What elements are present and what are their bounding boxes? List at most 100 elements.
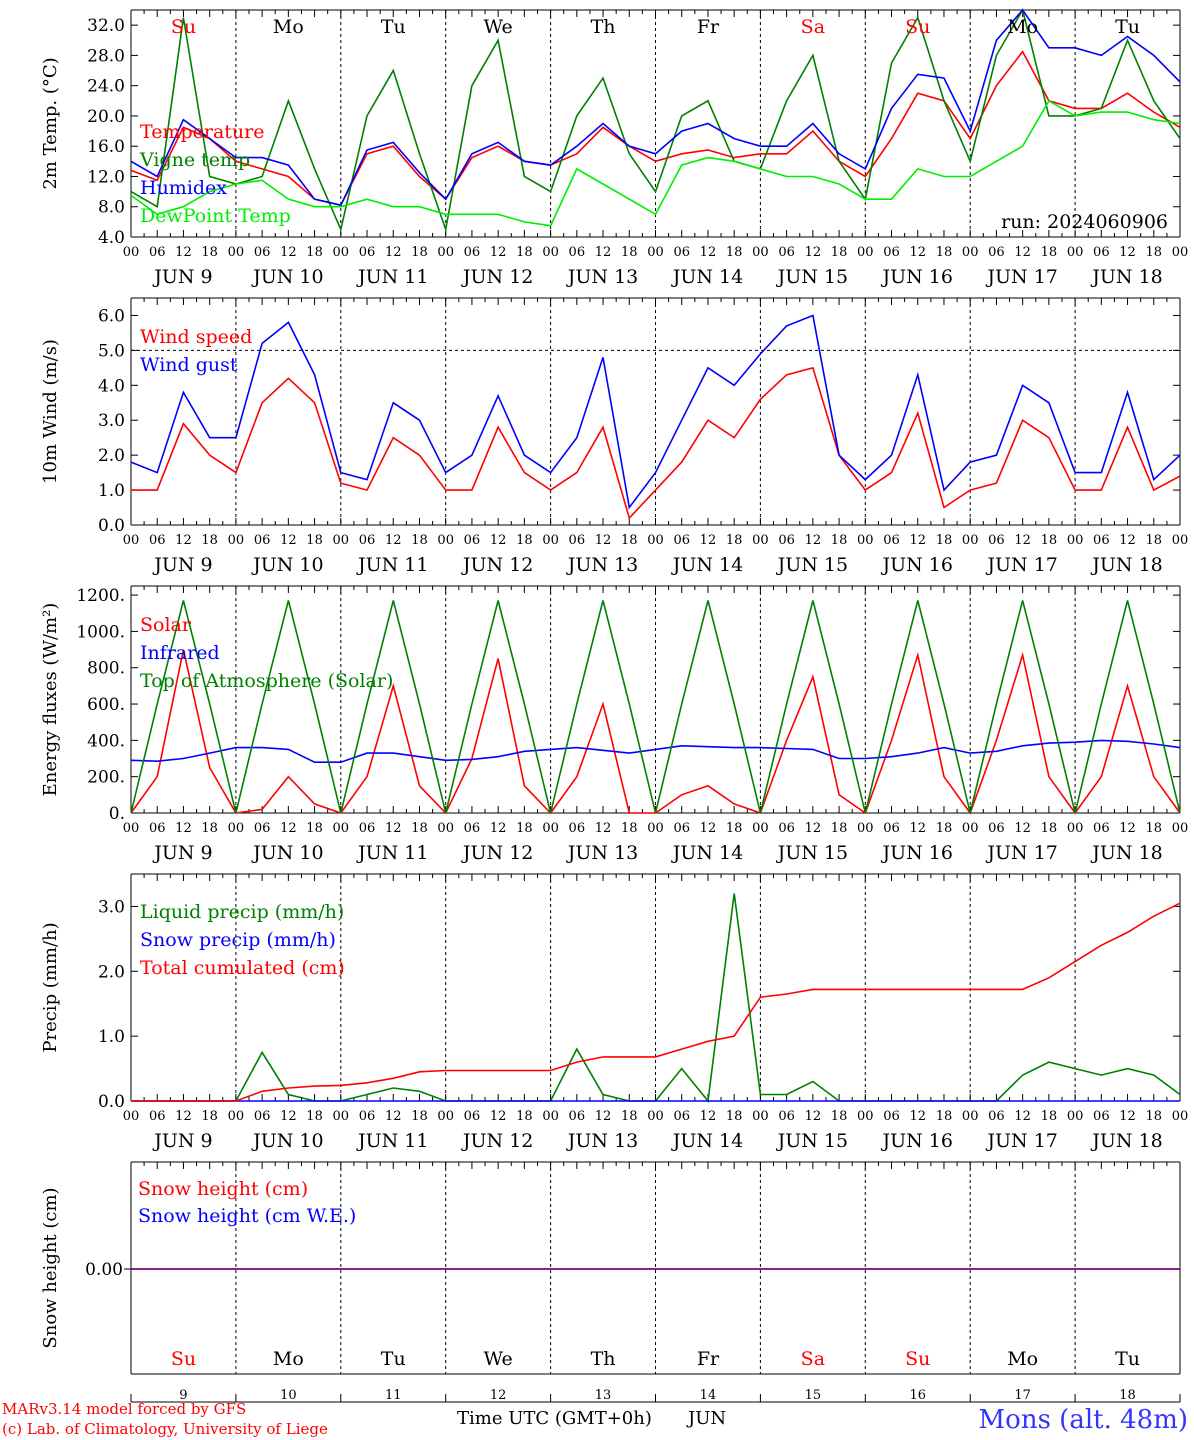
x-axis-label: Time UTC (GMT+0h) [457, 1408, 652, 1429]
hour-tick-label: 00 [752, 1109, 769, 1124]
date-label: JUN 10 [251, 1130, 323, 1152]
hour-tick-label: 00 [647, 1109, 664, 1124]
hour-tick-label: 12 [1119, 245, 1136, 260]
hour-tick-label: 18 [516, 821, 533, 836]
legend-entry: Snow precip (mm/h) [140, 929, 336, 951]
hour-tick-label: 18 [516, 245, 533, 260]
hour-tick-label: 06 [988, 533, 1005, 548]
hour-tick-label: 00 [1172, 1109, 1189, 1124]
footer: MARv3.14 model forced by GFS (c) Lab. of… [2, 1400, 1188, 1438]
y-tick-label: 20.0 [87, 107, 125, 127]
weekday-label: Su [171, 1348, 196, 1370]
hour-tick-label: 06 [988, 1109, 1005, 1124]
date-label: JUN 14 [671, 1130, 743, 1152]
date-label: JUN 18 [1090, 1130, 1162, 1152]
legend-entry: Total cumulated (cm) [140, 957, 345, 979]
hour-tick-label: 12 [385, 821, 402, 836]
hour-tick-label: 06 [464, 245, 481, 260]
legend-entry: Vigne temp [139, 149, 250, 171]
y-tick-label: 400. [87, 731, 125, 751]
hour-tick-label: 00 [962, 821, 979, 836]
hour-tick-label: 06 [359, 533, 376, 548]
hour-tick-label: 18 [1041, 533, 1058, 548]
y-tick-label: 28.0 [87, 46, 125, 66]
y-tick-label: 0.00 [85, 1260, 123, 1280]
date-label: JUN 17 [985, 266, 1057, 288]
legend-entry: Top of Atmosphere (Solar) [140, 670, 393, 692]
y-tick-label: 800. [87, 659, 125, 679]
hour-tick-label: 12 [700, 533, 717, 548]
hour-tick-label: 18 [831, 245, 848, 260]
hour-tick-label: 06 [1093, 533, 1110, 548]
hour-tick-label: 00 [962, 245, 979, 260]
day-number-label: 18 [1119, 1388, 1136, 1403]
legend-entry: Infrared [140, 642, 220, 664]
hour-tick-label: 12 [700, 821, 717, 836]
y-tick-label: 3.0 [98, 897, 125, 917]
hour-tick-label: 06 [1093, 821, 1110, 836]
hour-tick-label: 18 [726, 1109, 743, 1124]
hour-tick-label: 00 [542, 533, 559, 548]
x-axis-month: JUN [686, 1408, 726, 1429]
legend-entry: Temperature [140, 121, 264, 143]
hour-tick-label: 00 [1067, 533, 1084, 548]
series-line-total-cumulated-cm- [131, 902, 1181, 1102]
hour-tick-label: 00 [1172, 821, 1189, 836]
day-number-label: 15 [805, 1388, 822, 1403]
hour-tick-label: 12 [490, 533, 507, 548]
hour-tick-label: 00 [647, 533, 664, 548]
hour-tick-label: 00 [333, 533, 350, 548]
y-tick-label: 2.0 [98, 446, 125, 466]
hour-tick-label: 06 [149, 245, 166, 260]
hour-tick-label: 00 [647, 245, 664, 260]
hour-tick-label: 06 [254, 245, 271, 260]
hour-tick-label: 18 [201, 245, 218, 260]
date-label: JUN 12 [461, 1130, 533, 1152]
hour-tick-label: 00 [228, 245, 245, 260]
hour-tick-label: 06 [1093, 245, 1110, 260]
hour-tick-label: 18 [306, 821, 323, 836]
date-label: JUN 9 [152, 842, 212, 864]
hour-tick-label: 18 [831, 533, 848, 548]
weekday-label: Tu [1115, 1348, 1140, 1370]
hour-tick-label: 12 [385, 1109, 402, 1124]
date-label: JUN 18 [1090, 266, 1162, 288]
hour-tick-label: 06 [673, 533, 690, 548]
hour-tick-label: 18 [1146, 245, 1163, 260]
date-label: JUN 14 [671, 266, 743, 288]
legend-entry: DewPoint Temp [140, 205, 291, 227]
hour-tick-label: 06 [149, 1109, 166, 1124]
hour-tick-label: 18 [831, 1109, 848, 1124]
hour-tick-label: 18 [936, 1109, 953, 1124]
temperature-panel: 2m Temp. (°C) 4.0 8.0 12.0 16.0 20.0 24.0 28.0 3… [40, 7, 1188, 288]
weekday-label: Th [591, 16, 616, 38]
y-tick-label: 1.0 [98, 1027, 125, 1047]
y-tick-label: 24.0 [87, 77, 125, 97]
date-label: JUN 15 [776, 1130, 848, 1152]
weekday-label: Mo [1007, 16, 1038, 38]
day-number-label: 10 [280, 1388, 297, 1403]
hour-tick-label: 12 [700, 245, 717, 260]
credit-line-1: MARv3.14 model forced by GFS [2, 1400, 246, 1418]
hour-tick-label: 18 [411, 533, 428, 548]
date-label: JUN 16 [881, 1130, 953, 1152]
y-tick-label: 200. [87, 768, 125, 788]
hour-tick-label: 00 [437, 533, 454, 548]
weekday-label: Sa [801, 16, 825, 38]
hour-tick-label: 06 [673, 821, 690, 836]
date-label: JUN 13 [566, 554, 638, 576]
hour-tick-label: 06 [883, 821, 900, 836]
station-label: Mons (alt. 48m) [979, 1405, 1188, 1435]
date-label: JUN 17 [985, 554, 1057, 576]
y-axis-label: Precip (mm/h) [40, 922, 61, 1052]
hour-tick-label: 18 [936, 821, 953, 836]
hour-tick-label: 12 [700, 1109, 717, 1124]
hour-tick-label: 06 [359, 821, 376, 836]
y-tick-label: 0. [109, 804, 125, 824]
hour-tick-label: 00 [437, 821, 454, 836]
date-label: JUN 18 [1090, 842, 1162, 864]
day-number-label: 11 [385, 1388, 402, 1403]
y-tick-label: 4.0 [98, 376, 125, 396]
legend-entry: Solar [140, 614, 192, 636]
date-label: JUN 16 [881, 842, 953, 864]
